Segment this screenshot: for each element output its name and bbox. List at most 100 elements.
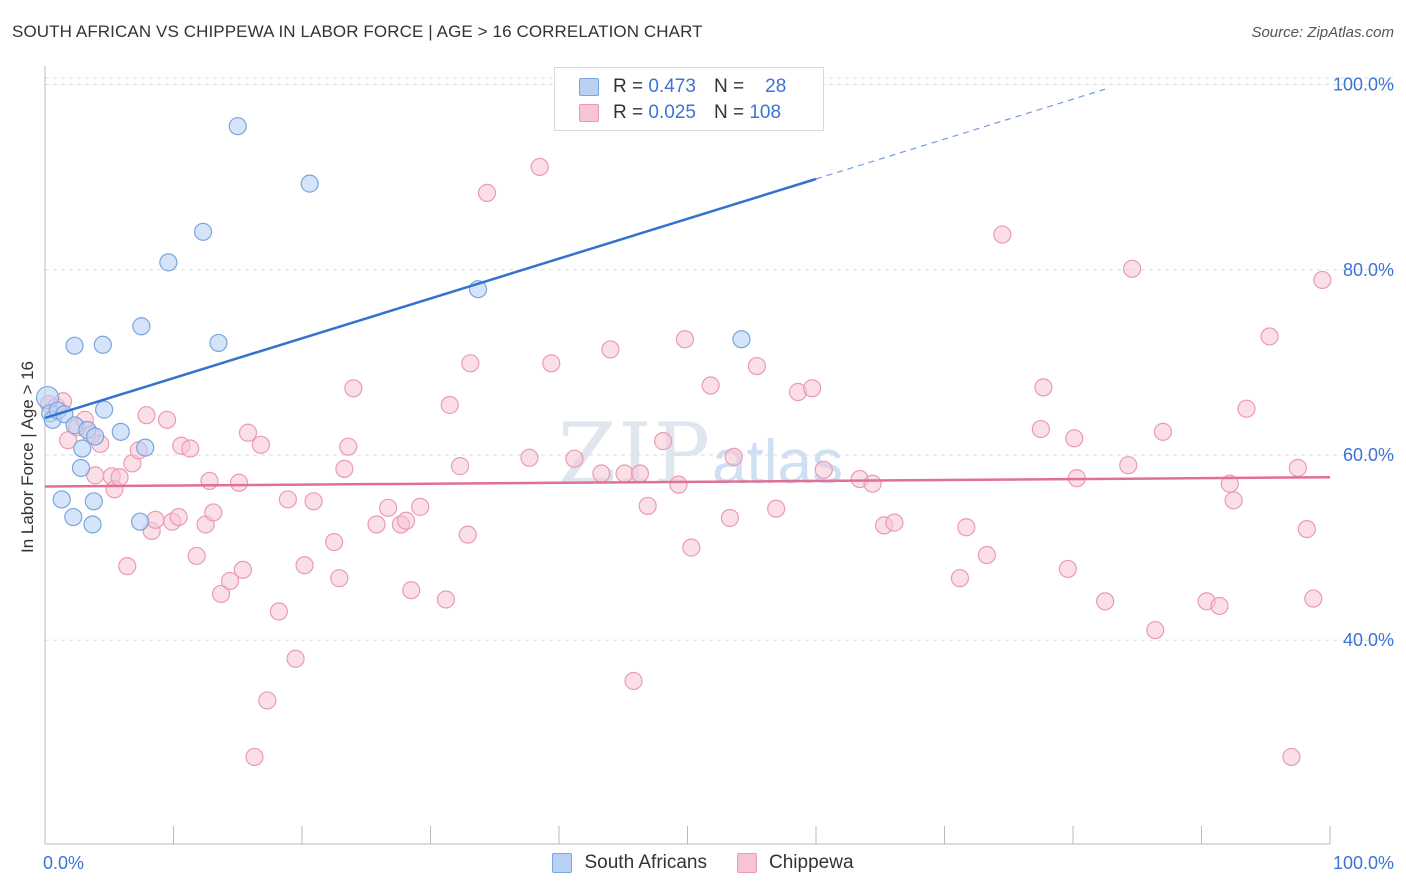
- legend-row-chippewa: R = 0.025 N = 108: [579, 101, 781, 125]
- south-africans-point: [732, 330, 751, 349]
- chippewa-point: [245, 747, 264, 767]
- legend-n-value: 28: [765, 76, 787, 97]
- chippewa-point: [238, 423, 258, 442]
- legend-n-label: N =: [713, 102, 745, 123]
- chippewa-point: [378, 498, 398, 517]
- chippewa-point: [601, 340, 620, 359]
- chippewa-point: [863, 474, 882, 493]
- chippewa-point: [1119, 456, 1138, 475]
- south-africans-point: [228, 117, 247, 136]
- chippewa-point: [675, 330, 695, 349]
- chippewa-point: [1153, 422, 1173, 441]
- chippewa-point: [592, 464, 611, 483]
- chippewa-point: [957, 518, 976, 537]
- legend-n-value: 108: [749, 102, 782, 123]
- chippewa-point: [1123, 259, 1142, 278]
- chippewa-point: [520, 448, 539, 467]
- x-tick-label: 100.0%: [1333, 853, 1394, 873]
- chippewa-point: [325, 532, 344, 552]
- legend-label-chippewa: Chippewa: [769, 852, 854, 873]
- y-tick-label: 60.0%: [1343, 445, 1394, 465]
- chippewa-point: [1224, 491, 1243, 510]
- chippewa-point: [1210, 596, 1229, 616]
- chippewa-point: [211, 584, 231, 604]
- chippewa-point: [220, 571, 240, 591]
- chippewa-point: [724, 447, 743, 466]
- chippewa-point: [803, 379, 822, 398]
- south-africans-trend-extension: [815, 88, 1106, 180]
- legend-r-label: R =: [613, 102, 644, 123]
- chippewa-point: [330, 569, 349, 588]
- chippewa-point: [565, 449, 584, 468]
- chippewa-point: [118, 557, 137, 576]
- south-africans-point: [193, 222, 213, 241]
- y-tick-label: 40.0%: [1343, 630, 1394, 650]
- south-africans-point: [209, 333, 228, 353]
- chippewa-point: [615, 464, 634, 483]
- chippewa-point: [200, 471, 219, 491]
- axis-layer: [44, 66, 1331, 845]
- legend-swatch-pink: [737, 853, 758, 873]
- chippewa-point: [304, 492, 323, 511]
- south-africans-trend-line: [44, 177, 817, 420]
- chippewa-point: [146, 510, 165, 529]
- chippewa-point: [1304, 589, 1323, 608]
- grid-layer: [45, 77, 1394, 641]
- chippewa-point: [458, 525, 477, 544]
- chippewa-point: [269, 602, 288, 621]
- chippewa-point: [701, 376, 720, 395]
- x-tick-label: 0.0%: [43, 853, 84, 873]
- legend-label-south-africans: South Africans: [584, 852, 708, 873]
- source-label: Source: ZipAtlas.com: [1251, 24, 1394, 41]
- south-africans-point: [64, 507, 83, 527]
- chippewa-point: [233, 560, 252, 579]
- chippewa-point: [187, 546, 206, 566]
- trend-layer: [44, 88, 1331, 488]
- chippewa-point: [993, 225, 1012, 244]
- south-africans-point: [83, 515, 102, 534]
- chippewa-point: [251, 435, 270, 454]
- south-africans-point: [159, 253, 178, 272]
- chippewa-point: [204, 503, 223, 522]
- chippewa-point: [258, 691, 277, 710]
- south-africans-point: [73, 439, 92, 458]
- south-africans-point: [52, 490, 71, 509]
- south-africans-points: [35, 117, 751, 534]
- chippewa-trend-line: [44, 475, 1331, 488]
- chippewa-point: [624, 671, 643, 691]
- correlation-legend: R = 0.473 N = 28 R = 0.025 N = 108: [554, 67, 824, 131]
- chippewa-point: [1260, 327, 1279, 346]
- south-africans-point: [130, 512, 150, 531]
- chippewa-point: [396, 511, 416, 530]
- chippewa-point: [747, 356, 766, 376]
- chippewa-point: [1058, 559, 1077, 579]
- chippewa-point: [181, 439, 200, 458]
- chippewa-point: [1146, 620, 1165, 640]
- chippewa-point: [1237, 399, 1256, 418]
- chippewa-point: [344, 379, 363, 398]
- y-tick-label: 100.0%: [1333, 75, 1394, 95]
- south-africans-point: [136, 438, 155, 457]
- legend-item-chippewa[interactable]: Chippewa: [737, 852, 854, 874]
- chippewa-point: [339, 437, 358, 456]
- chippewa-point: [1034, 378, 1053, 397]
- chippewa-point: [110, 468, 129, 487]
- chippewa-point: [630, 464, 650, 483]
- chippewa-point: [885, 513, 904, 532]
- chippewa-point: [278, 490, 297, 509]
- legend-r-label: R =: [613, 76, 644, 97]
- legend-item-south-africans[interactable]: South Africans: [552, 852, 707, 874]
- chippewa-point: [1065, 429, 1084, 448]
- south-africans-point: [71, 458, 91, 478]
- chippewa-point: [669, 475, 688, 494]
- south-africans-point: [132, 317, 151, 336]
- legend-swatch-blue: [552, 853, 573, 873]
- chippewa-point: [335, 459, 354, 478]
- chippewa-point: [436, 590, 456, 609]
- chippewa-point: [157, 410, 177, 429]
- tick-label-layer: 40.0% 60.0% 80.0% 100.0% 0.0% 100.0%: [43, 75, 1394, 873]
- chippewa-point: [477, 183, 497, 202]
- chippewa-point: [367, 515, 386, 534]
- chippewa-point: [229, 473, 249, 492]
- legend-swatch-pink: [579, 104, 599, 122]
